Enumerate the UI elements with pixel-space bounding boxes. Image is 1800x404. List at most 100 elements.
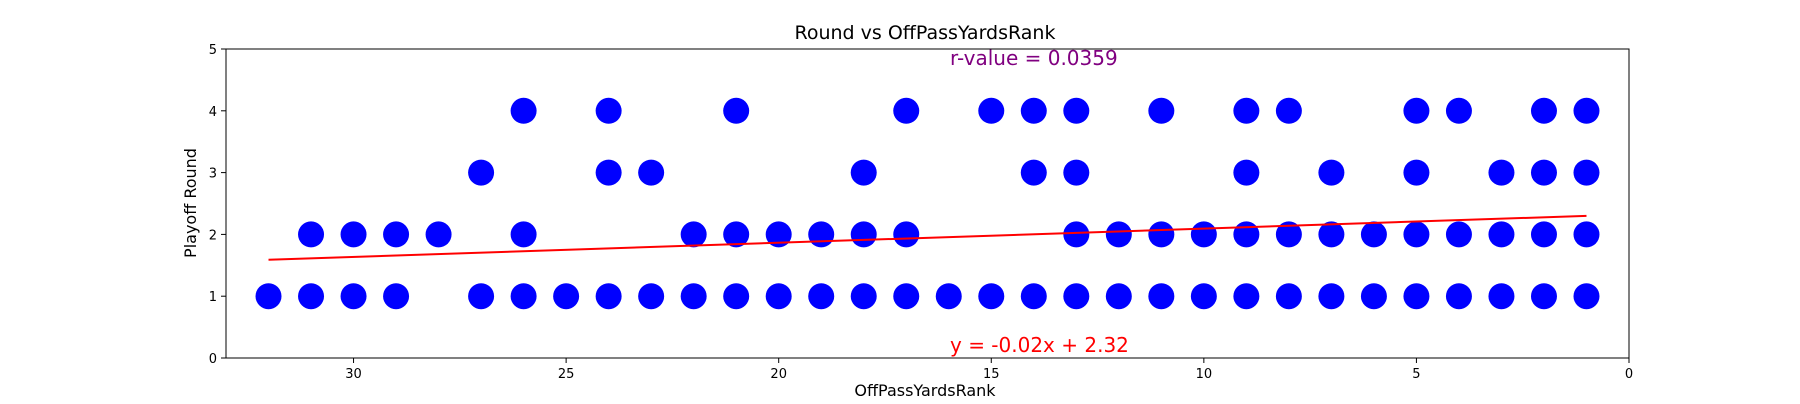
data-point [765,221,792,248]
data-point [1020,283,1047,310]
x-tick-label: 0 [1625,367,1633,382]
data-point [1020,159,1047,186]
data-points [255,97,1600,310]
data-point [510,97,537,124]
data-point [808,221,835,248]
data-point [595,97,622,124]
data-point [1233,221,1260,248]
data-point [893,97,920,124]
data-point [1190,221,1217,248]
y-tick-label: 5 [209,43,217,58]
data-point [1233,159,1260,186]
data-point [638,283,665,310]
data-point [298,221,325,248]
data-point [595,159,622,186]
data-point [383,221,410,248]
data-point [510,283,537,310]
x-tick-label: 20 [770,367,787,382]
data-point [1573,283,1600,310]
data-point [1020,97,1047,124]
data-point [1190,283,1217,310]
data-point [1403,97,1430,124]
data-point [1445,283,1472,310]
data-point [1488,159,1515,186]
y-tick-label: 1 [209,290,217,305]
data-point [425,221,452,248]
x-axis-ticks: 30 25 20 15 10 5 0 [345,358,1633,382]
data-point [1105,221,1132,248]
data-point [1573,221,1600,248]
data-point [298,283,325,310]
data-point [1573,159,1600,186]
data-point [1488,283,1515,310]
data-point [680,221,707,248]
y-axis-ticks: 0 1 2 3 4 5 [209,43,226,367]
data-point [808,283,835,310]
data-point [978,97,1005,124]
data-point [1403,159,1430,186]
data-point [1530,283,1557,310]
data-point [638,159,665,186]
chart-title: Round vs OffPassYardsRank [795,22,1056,44]
data-point [1275,221,1302,248]
data-point [1530,159,1557,186]
data-point [1360,221,1387,248]
data-point [468,283,495,310]
regression-equation-annotation: y = -0.02x + 2.32 [950,333,1129,357]
data-point [468,159,495,186]
data-point [255,283,282,310]
r-value-annotation: r-value = 0.0359 [950,46,1118,70]
data-point [1445,97,1472,124]
data-point [1445,221,1472,248]
data-point [1063,283,1090,310]
x-tick-label: 15 [983,367,1000,382]
x-tick-label: 10 [1196,367,1213,382]
plot-frame [225,48,1630,359]
data-point [1530,221,1557,248]
data-point [1148,283,1175,310]
data-point [680,283,707,310]
x-tick-label: 5 [1412,367,1420,382]
y-tick-label: 3 [209,167,217,182]
y-axis-label: Playoff Round [181,148,200,258]
y-tick-label: 4 [209,105,217,120]
data-point [723,97,750,124]
data-point [1148,221,1175,248]
data-point [340,221,367,248]
data-point [1233,97,1260,124]
data-point [723,221,750,248]
data-point [1063,97,1090,124]
data-point [383,283,410,310]
data-point [510,221,537,248]
data-point [340,283,367,310]
data-point [1063,159,1090,186]
data-point [1063,221,1090,248]
data-point [1275,97,1302,124]
data-point [1573,97,1600,124]
data-point [850,221,877,248]
data-point [1530,97,1557,124]
data-point [893,283,920,310]
data-point [1403,283,1430,310]
data-point [1318,283,1345,310]
data-point [1318,221,1345,248]
x-tick-label: 25 [558,367,575,382]
data-point [978,283,1005,310]
x-axis-label: OffPassYardsRank [854,381,996,400]
x-tick-label: 30 [345,367,362,382]
data-point [1318,159,1345,186]
data-point [935,283,962,310]
data-point [723,283,750,310]
y-tick-label: 0 [209,352,217,367]
data-point [553,283,580,310]
data-point [765,283,792,310]
data-point [1403,221,1430,248]
data-point [850,283,877,310]
data-point [1488,221,1515,248]
regression-line [268,214,1587,261]
data-point [1360,283,1387,310]
data-point [1105,283,1132,310]
data-point [1148,97,1175,124]
data-point [850,159,877,186]
